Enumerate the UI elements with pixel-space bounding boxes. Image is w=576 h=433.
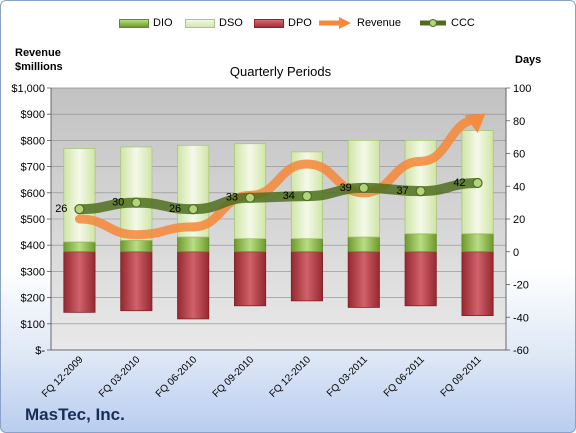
bar-dpo [120,251,153,312]
ccc-point [358,182,369,193]
y-left-tick-label: $400 [21,240,45,252]
bar-dpo [290,251,323,302]
ccc-point [188,204,199,215]
ccc-point [301,190,313,202]
x-tick-label: FQ 03-2010 [97,354,143,400]
company-name: MasTec, Inc. [25,405,125,424]
y-left-title-line2: $millions [15,61,63,73]
bar-dpo [63,251,96,313]
y-left-tick-label: $900 [21,109,45,121]
ccc-data-label: 37 [396,185,408,197]
plot-title: Quarterly Periods [230,64,332,79]
legend-label-ccc: CCC [451,17,475,29]
bar-dso [63,148,96,243]
legend-swatch-revenue [319,17,351,29]
bar-dpo [404,251,437,307]
ccc-data-label: 33 [226,192,238,204]
legend: DIO DSO DPO Revenue CCC [1,11,575,35]
ccc-data-label: 26 [55,203,67,215]
legend-swatch-dso [185,18,215,28]
legend-label-dio: DIO [153,17,173,29]
ccc-data-label: 30 [112,197,124,209]
revenue-line [74,114,483,240]
x-tick-label: FQ 09-2010 [211,354,257,400]
bar-dio [63,241,96,253]
y-left-tick-label: $800 [21,135,45,147]
y-right-tick-label: 20 [513,214,525,226]
ccc-point [131,197,142,208]
y-right-tick-label: -40 [513,312,529,324]
ccc-data-label: 42 [453,177,465,189]
legend-label-revenue: Revenue [357,17,402,29]
y-left-tick-label: $200 [21,293,45,305]
y-left-tick-label: $700 [21,162,45,174]
legend-item-dpo: DPO [254,16,312,30]
y-right-tick-label: 40 [513,181,525,193]
legend-item-revenue: Revenue [317,16,401,30]
x-tick-label: FQ 03-2011 [325,354,370,399]
revenue-arrowhead [464,113,486,134]
x-tick-label: FQ 06-2010 [154,354,200,400]
bar-dio [120,239,153,253]
y-right-tick-label: -60 [513,345,529,357]
ccc-point [472,177,483,189]
ccc-data-label: 26 [169,203,181,215]
legend-label-dso: DSO [219,17,243,29]
bar-dpo [234,251,267,307]
legend-item-ccc: CCC [419,16,475,30]
y-left-axis-title: Revenue $millions [15,46,63,74]
bar-dio [177,236,210,253]
y-left-tick-label: $600 [21,188,45,200]
legend-swatch-dio [119,18,149,28]
y-left-tick-label: $500 [21,214,45,226]
legend-item-dso: DSO [185,16,243,30]
x-tick-label: FQ 09-2011 [439,354,484,399]
ccc-data-label: 39 [340,182,352,194]
ccc-point [415,186,426,197]
legend-swatch-dpo [254,18,284,28]
bar-dpo [177,251,210,320]
bar-dpo [347,251,380,308]
y-left-title-line1: Revenue [15,47,61,59]
y-right-tick-label: 100 [513,83,531,95]
bar-dpo [461,251,494,317]
x-tick-label: FQ 12-2009 [40,354,86,400]
bar-dio [461,233,494,253]
y-left-tick-label: $100 [21,319,45,331]
bar-dso [120,146,153,241]
ccc-data-label: 34 [283,190,295,202]
y-right-tick-label: 60 [513,149,525,161]
y-right-axis-title: Days [515,54,542,66]
ccc-point [74,204,85,215]
legend-item-dio: DIO [119,16,173,30]
y-right-tick-label: -20 [513,280,529,292]
legend-label-dpo: DPO [288,17,312,29]
x-tick-label: FQ 12-2010 [268,354,314,400]
y-left-tick-label: $1,000 [11,83,45,95]
y-left-tick-label: $- [35,345,45,357]
bar-dio [347,236,380,253]
y-right-tick-label: 0 [513,247,519,259]
bar-dio [234,238,267,253]
bar-dio [404,233,437,253]
y-left-tick-label: $300 [21,266,45,278]
ccc-point [244,192,256,203]
y-right-tick-label: 80 [513,116,525,128]
x-tick-label: FQ 06-2011 [382,354,427,399]
bar-dio [290,238,323,253]
legend-swatch-ccc [420,19,446,27]
